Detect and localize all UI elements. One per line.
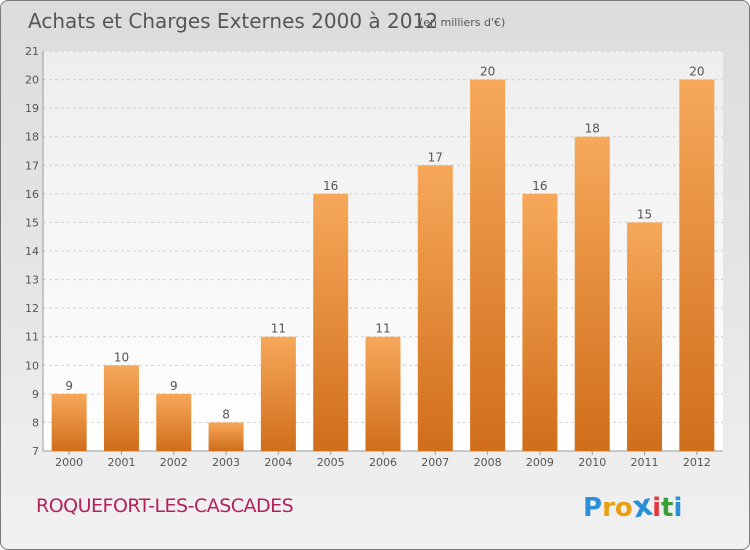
data-label: 15 [637, 207, 652, 221]
y-tick-label: 20 [25, 74, 39, 87]
logo-letter: r [602, 493, 615, 523]
bar-2011 [627, 222, 663, 451]
y-tick-label: 19 [25, 102, 39, 115]
y-tick-label: 9 [32, 388, 39, 401]
y-tick-label: 10 [25, 359, 39, 372]
logo-letter: i [652, 493, 662, 523]
bar-2002 [156, 393, 192, 451]
x-tick-label: 2003 [212, 456, 240, 469]
x-tick-label: 2009 [526, 456, 554, 469]
chart-unit: (en milliers d'€) [419, 16, 506, 29]
y-tick-label: 17 [25, 159, 39, 172]
y-tick-label: 7 [32, 445, 39, 458]
y-tick-label: 18 [25, 131, 39, 144]
logo-letter: o [614, 493, 633, 523]
bar-2010 [574, 136, 610, 451]
logo-letter: t [661, 493, 674, 523]
chart-title: Achats et Charges Externes 2000 à 2012 [28, 9, 438, 33]
bar-2009 [522, 193, 558, 451]
x-tick-label: 2011 [631, 456, 659, 469]
data-label: 9 [170, 379, 178, 393]
bar-2006 [365, 336, 401, 451]
x-tick-label: 2002 [160, 456, 188, 469]
data-label: 17 [428, 150, 443, 164]
y-tick-label: 11 [25, 331, 39, 344]
data-label: 11 [375, 322, 390, 336]
data-label: 16 [532, 179, 547, 193]
x-tick-label: 2006 [369, 456, 397, 469]
x-tick-label: 2004 [264, 456, 292, 469]
y-tick-label: 13 [25, 274, 39, 287]
x-tick-label: 2012 [683, 456, 711, 469]
bar-2005 [313, 193, 349, 451]
y-tick-label: 12 [25, 302, 39, 315]
x-tick-label: 2007 [421, 456, 449, 469]
data-label: 10 [114, 350, 129, 364]
x-tick-label: 2000 [55, 456, 83, 469]
logo-letter: P [583, 493, 603, 523]
bar-2007 [417, 165, 453, 452]
bar-2012 [679, 79, 715, 452]
bar-2001 [103, 365, 139, 451]
bar-2000 [51, 393, 87, 451]
x-tick-label: 2008 [474, 456, 502, 469]
data-label: 18 [585, 122, 600, 136]
data-label: 11 [271, 322, 286, 336]
bar-2004 [260, 336, 296, 451]
proxiti-logo: Proxiti [583, 488, 683, 526]
x-tick-label: 2010 [578, 456, 606, 469]
data-label: 20 [480, 65, 495, 79]
bar-2008 [470, 79, 506, 452]
y-tick-label: 8 [32, 416, 39, 429]
bar-2003 [208, 422, 244, 451]
y-tick-label: 15 [25, 216, 39, 229]
y-tick-label: 21 [25, 45, 39, 58]
x-tick-label: 2005 [317, 456, 345, 469]
data-label: 8 [222, 407, 230, 421]
y-tick-label: 14 [25, 245, 39, 258]
x-tick-label: 2001 [107, 456, 135, 469]
logo-letter: i [673, 493, 683, 523]
data-label: 20 [689, 65, 704, 79]
data-label: 9 [65, 379, 73, 393]
town-name: ROQUEFORT-LES-CASCADES [36, 495, 294, 517]
y-tick-label: 16 [25, 188, 39, 201]
data-label: 16 [323, 179, 338, 193]
